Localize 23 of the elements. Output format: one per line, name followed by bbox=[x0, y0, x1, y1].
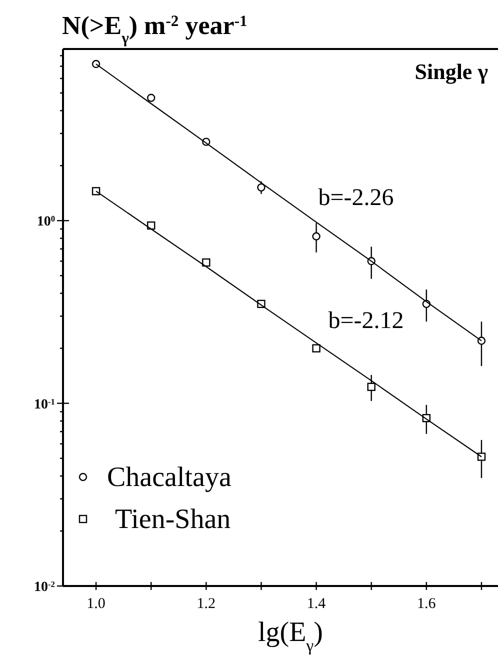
point bbox=[202, 258, 210, 267]
annotation: b=-2.12 bbox=[328, 308, 404, 334]
point bbox=[92, 187, 100, 196]
point bbox=[367, 382, 376, 391]
point bbox=[477, 452, 486, 461]
x-tick-label: 1.0 bbox=[86, 596, 106, 612]
point bbox=[312, 232, 320, 240]
y-tick-label: 10$^{-2}$ bbox=[34, 580, 55, 595]
annotation: Single γ bbox=[414, 59, 488, 84]
y-tick-label: 10$^{-1}$ bbox=[34, 396, 55, 412]
x-axis-title: lg(E$_{γ}$) bbox=[258, 617, 323, 654]
legend-label: Tien-Shan bbox=[115, 504, 231, 535]
x-tick-label: 1.4 bbox=[306, 596, 326, 612]
legend-label: Chacaltaya bbox=[107, 462, 232, 493]
point bbox=[257, 183, 266, 192]
x-tick-label: 1.6 bbox=[417, 596, 436, 612]
point bbox=[147, 94, 156, 102]
point bbox=[477, 336, 486, 345]
y-axis-title: N(>E$_{γ}$) m$^{-2}$ year$^{-1}$ bbox=[62, 11, 248, 46]
x-tick-label: 1.2 bbox=[196, 596, 216, 612]
y-tick-label: 10$^{0}$ bbox=[36, 214, 55, 230]
point bbox=[312, 344, 320, 352]
annotation: b=-2.26 bbox=[318, 185, 394, 211]
